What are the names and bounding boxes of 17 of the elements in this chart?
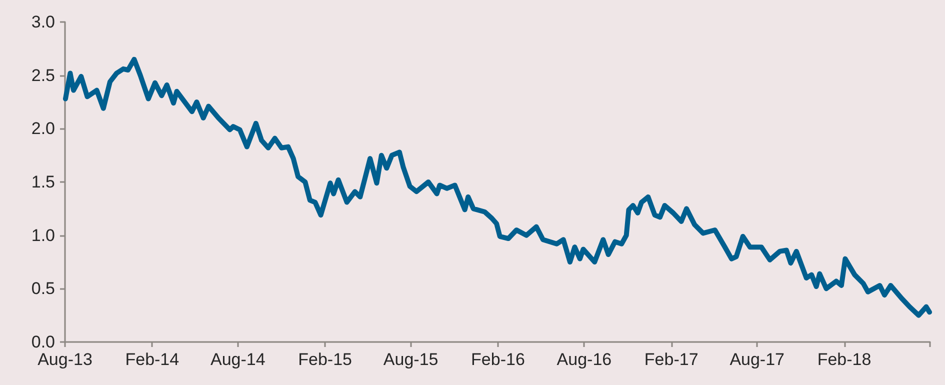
x-tick-label: Feb-15	[298, 350, 352, 369]
x-tick-label: Feb-16	[471, 350, 525, 369]
y-tick-label: 2.5	[31, 66, 55, 85]
y-tick-label: 1.0	[31, 226, 55, 245]
y-tick-label: 3.0	[31, 12, 55, 32]
x-tick-label: Aug-13	[38, 350, 92, 369]
x-tick-label: Aug-15	[383, 350, 438, 369]
x-tick-label: Aug-14	[210, 350, 266, 369]
x-tick-label: Feb-14	[125, 350, 180, 369]
y-tick-label: 0.0	[31, 332, 55, 352]
x-tick-label: Feb-17	[644, 350, 698, 369]
x-tick-label: Feb-18	[817, 350, 872, 369]
x-tick-label: Aug-16	[556, 350, 612, 369]
y-tick-label: 1.5	[31, 172, 55, 192]
y-tick-label: 0.5	[31, 279, 55, 298]
y-tick-label: 2.0	[31, 119, 55, 138]
x-tick-label: Aug-17	[730, 350, 785, 369]
